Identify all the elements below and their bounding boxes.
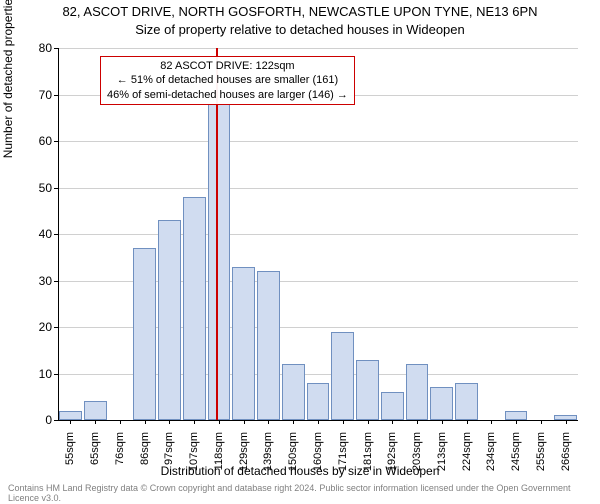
x-tick-mark <box>368 420 369 424</box>
bar <box>331 332 354 420</box>
y-tick-label: 20 <box>12 320 52 334</box>
x-tick-mark <box>244 420 245 424</box>
footer-line1: Contains HM Land Registry data © Crown c… <box>8 483 317 493</box>
bar <box>59 411 82 420</box>
annotation-line3: 46% of semi-detached houses are larger (… <box>107 88 348 102</box>
x-tick-mark <box>541 420 542 424</box>
y-tick-label: 70 <box>12 88 52 102</box>
gridline <box>58 141 578 142</box>
x-tick-mark <box>268 420 269 424</box>
chart-title-address: 82, ASCOT DRIVE, NORTH GOSFORTH, NEWCAST… <box>0 4 600 19</box>
bar <box>455 383 478 420</box>
bar <box>232 267 255 420</box>
x-tick-mark <box>169 420 170 424</box>
bar <box>307 383 330 420</box>
x-axis-label: Distribution of detached houses by size … <box>0 464 600 478</box>
x-tick-mark <box>95 420 96 424</box>
bar <box>505 411 528 420</box>
x-tick-mark <box>70 420 71 424</box>
plot-area: 82 ASCOT DRIVE: 122sqm ← 51% of detached… <box>58 48 578 420</box>
bar <box>158 220 181 420</box>
y-tick-label: 0 <box>12 413 52 427</box>
y-tick-label: 50 <box>12 181 52 195</box>
x-tick-mark <box>392 420 393 424</box>
bar <box>208 104 231 420</box>
gridline <box>58 234 578 235</box>
bar <box>406 364 429 420</box>
y-axis-line <box>58 48 59 420</box>
annotation-box: 82 ASCOT DRIVE: 122sqm ← 51% of detached… <box>100 56 355 105</box>
bar <box>84 401 107 420</box>
x-tick-mark <box>293 420 294 424</box>
x-tick-mark <box>343 420 344 424</box>
x-tick-mark <box>467 420 468 424</box>
bar <box>381 392 404 420</box>
x-tick-mark <box>566 420 567 424</box>
y-tick-label: 10 <box>12 367 52 381</box>
x-tick-mark <box>442 420 443 424</box>
footer-attribution: Contains HM Land Registry data © Crown c… <box>8 484 600 504</box>
x-tick-mark <box>318 420 319 424</box>
bar <box>282 364 305 420</box>
y-tick-label: 30 <box>12 274 52 288</box>
x-tick-mark <box>516 420 517 424</box>
annotation-line1: 82 ASCOT DRIVE: 122sqm <box>107 59 348 73</box>
x-tick-mark <box>417 420 418 424</box>
chart-subtitle: Size of property relative to detached ho… <box>0 22 600 37</box>
gridline <box>58 188 578 189</box>
x-tick-mark <box>145 420 146 424</box>
x-tick-mark <box>219 420 220 424</box>
bar <box>356 360 379 420</box>
x-tick-mark <box>491 420 492 424</box>
y-tick-label: 80 <box>12 41 52 55</box>
bar <box>183 197 206 420</box>
annotation-line2: ← 51% of detached houses are smaller (16… <box>107 73 348 87</box>
y-tick-label: 60 <box>12 134 52 148</box>
x-tick-mark <box>194 420 195 424</box>
y-tick-label: 40 <box>12 227 52 241</box>
x-tick-mark <box>120 420 121 424</box>
bar <box>257 271 280 420</box>
bar <box>133 248 156 420</box>
gridline <box>58 48 578 49</box>
bar <box>430 387 453 420</box>
chart-container: 82, ASCOT DRIVE, NORTH GOSFORTH, NEWCAST… <box>0 0 600 500</box>
